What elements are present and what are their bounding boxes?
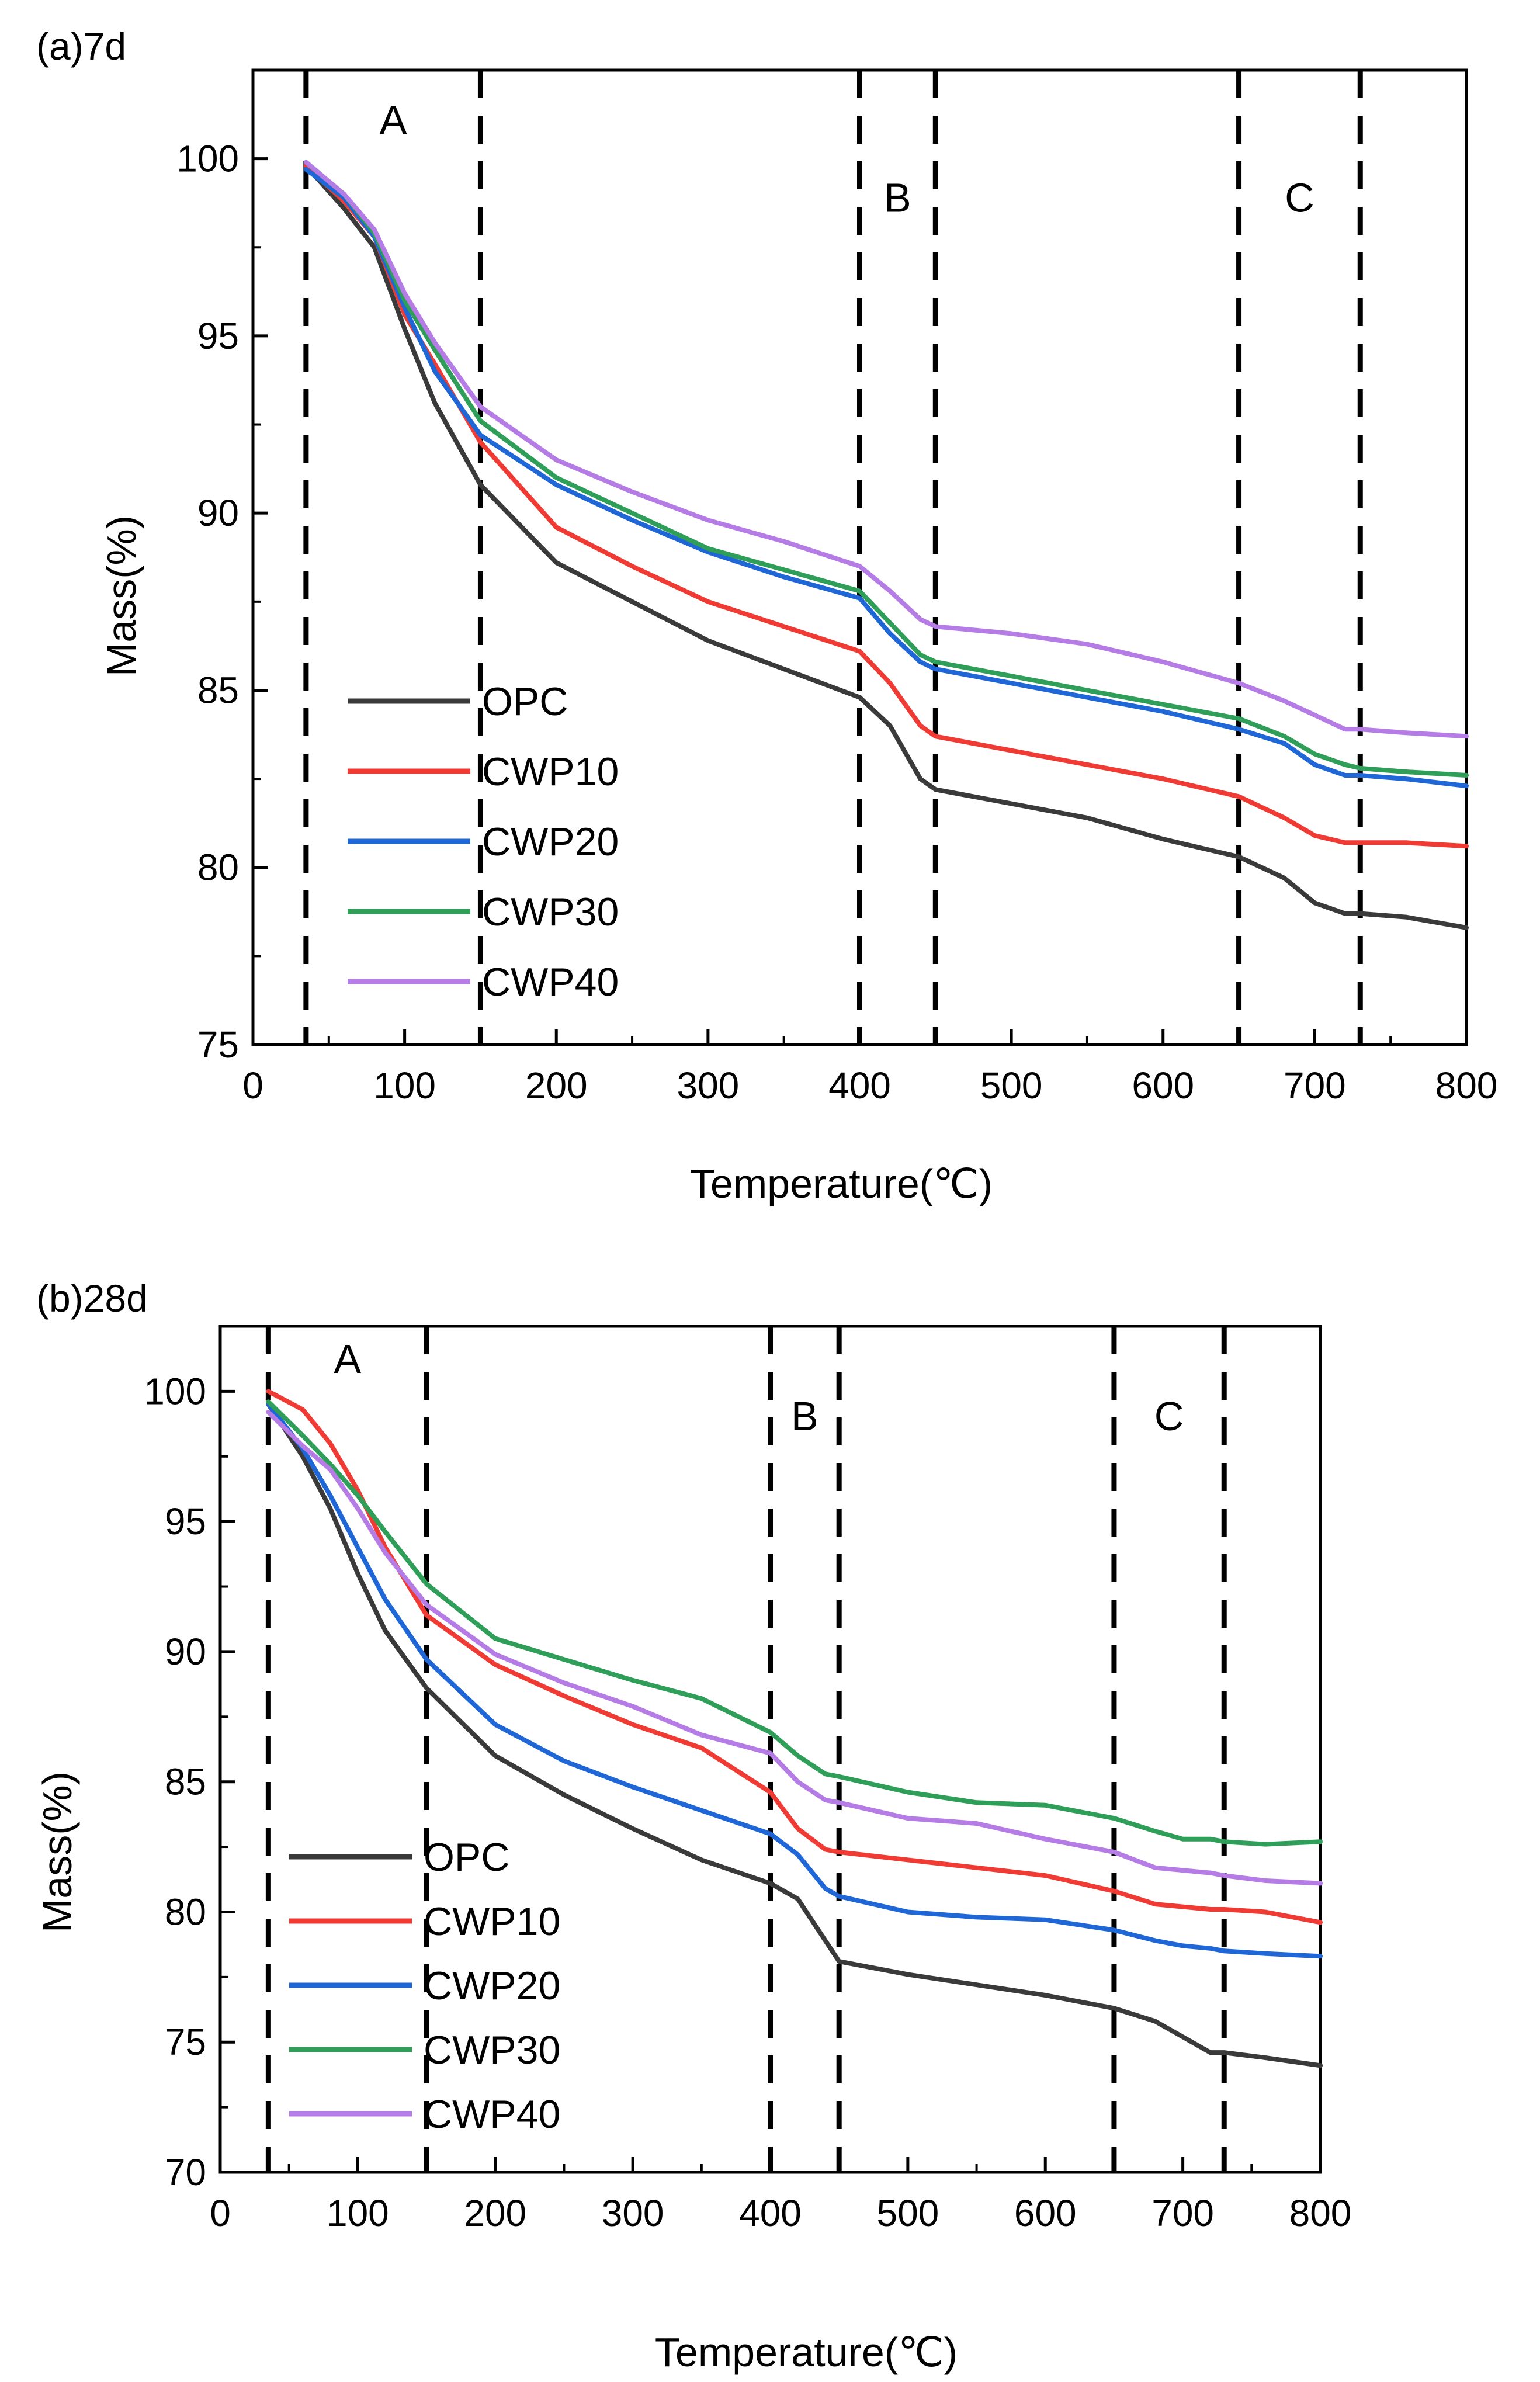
y-tick-label: 100 bbox=[144, 1370, 206, 1412]
y-tick-label: 100 bbox=[176, 138, 239, 180]
legend-label: CWP30 bbox=[482, 890, 619, 934]
legend-label: CWP40 bbox=[424, 2092, 560, 2137]
panel-title: (a)7d bbox=[36, 25, 126, 68]
x-tick-label: 500 bbox=[980, 1065, 1043, 1107]
plot-area bbox=[251, 68, 1469, 1046]
region-label: C bbox=[1285, 175, 1314, 221]
x-tick-label: 700 bbox=[1151, 2192, 1214, 2234]
legend-label: CWP20 bbox=[424, 1964, 560, 2008]
x-tick-label: 600 bbox=[1132, 1065, 1194, 1107]
y-axis-label: Mass(%) bbox=[34, 1771, 80, 1933]
series-line bbox=[266, 1399, 1323, 1847]
legend-label: OPC bbox=[424, 1835, 509, 1880]
legend: OPC CWP10 CWP20 CWP30 CWP40 bbox=[424, 1835, 560, 2137]
y-tick-label: 95 bbox=[197, 315, 239, 357]
region-labels: A B C bbox=[380, 97, 1314, 220]
panel-title: (b)28d bbox=[36, 1277, 148, 1320]
y-tick-label: 80 bbox=[165, 1891, 206, 1933]
y-tick-label: 75 bbox=[165, 2021, 206, 2063]
region-labels: A B C bbox=[334, 1336, 1184, 1439]
series-line bbox=[266, 1410, 1323, 1886]
x-tick-label: 100 bbox=[373, 1065, 436, 1107]
x-tick-label: 0 bbox=[242, 1065, 263, 1107]
x-tick-label: 800 bbox=[1289, 2192, 1352, 2234]
y-tick-labels: 70 75 80 85 90 95 100 bbox=[144, 1370, 206, 2193]
x-tick-labels: 0 100 200 300 400 500 600 700 800 bbox=[210, 2192, 1351, 2234]
x-tick-label: 400 bbox=[828, 1065, 891, 1107]
x-tick-label: 300 bbox=[677, 1065, 739, 1107]
y-tick-labels: 75 80 85 90 95 100 bbox=[176, 138, 239, 1066]
panel-a: (a)7d Mass(%) Temperature(℃) 0 100 200 3… bbox=[36, 25, 1497, 1206]
series-line bbox=[266, 1402, 1323, 1959]
series-line bbox=[303, 160, 1469, 778]
region-label: A bbox=[334, 1336, 361, 1382]
x-tick-label: 700 bbox=[1284, 1065, 1346, 1107]
x-tick-label: 200 bbox=[525, 1065, 588, 1107]
y-tick-label: 75 bbox=[197, 1024, 239, 1066]
series-line bbox=[303, 163, 1469, 930]
region-label: B bbox=[791, 1393, 818, 1439]
panel-b: (b)28d Mass(%) Temperature(℃) 0 100 200 … bbox=[34, 1277, 1351, 2375]
y-axis-label: Mass(%) bbox=[99, 515, 144, 677]
x-tick-label: 800 bbox=[1435, 1065, 1498, 1107]
y-tick-label: 70 bbox=[165, 2151, 206, 2193]
series-line bbox=[266, 1402, 1323, 2068]
x-tick-label: 300 bbox=[602, 2192, 664, 2234]
x-axis-label: Temperature(℃) bbox=[655, 2329, 958, 2375]
x-tick-labels: 0 100 200 300 400 500 600 700 800 bbox=[242, 1065, 1497, 1107]
legend: OPC CWP10 CWP20 CWP30 CWP40 bbox=[482, 679, 619, 1004]
x-tick-label: 500 bbox=[876, 2192, 939, 2234]
y-tick-label: 95 bbox=[165, 1500, 206, 1542]
series-line bbox=[266, 1389, 1323, 1925]
legend-label: CWP10 bbox=[482, 750, 619, 794]
legend-label: OPC bbox=[482, 679, 568, 724]
y-tick-label: 90 bbox=[165, 1631, 206, 1673]
legend-label: CWP20 bbox=[482, 820, 619, 864]
region-label: C bbox=[1154, 1393, 1184, 1439]
x-tick-label: 600 bbox=[1014, 2192, 1077, 2234]
x-axis-label: Temperature(℃) bbox=[690, 1161, 993, 1206]
y-tick-label: 80 bbox=[197, 847, 239, 889]
x-tick-label: 0 bbox=[210, 2192, 231, 2234]
y-tick-label: 85 bbox=[165, 1761, 206, 1803]
y-tick-label: 85 bbox=[197, 669, 239, 711]
legend-label: CWP30 bbox=[424, 2028, 560, 2072]
region-label: B bbox=[884, 175, 911, 221]
plot-area bbox=[218, 1325, 1323, 2174]
x-tick-label: 400 bbox=[739, 2192, 802, 2234]
x-tick-label: 100 bbox=[327, 2192, 389, 2234]
legend-label: CWP40 bbox=[482, 960, 619, 1004]
series-line bbox=[303, 167, 1469, 789]
legend-label: CWP10 bbox=[424, 1899, 560, 1944]
x-tick-label: 200 bbox=[464, 2192, 526, 2234]
series-line bbox=[303, 160, 1469, 739]
y-tick-label: 90 bbox=[197, 492, 239, 534]
region-label: A bbox=[380, 97, 407, 143]
